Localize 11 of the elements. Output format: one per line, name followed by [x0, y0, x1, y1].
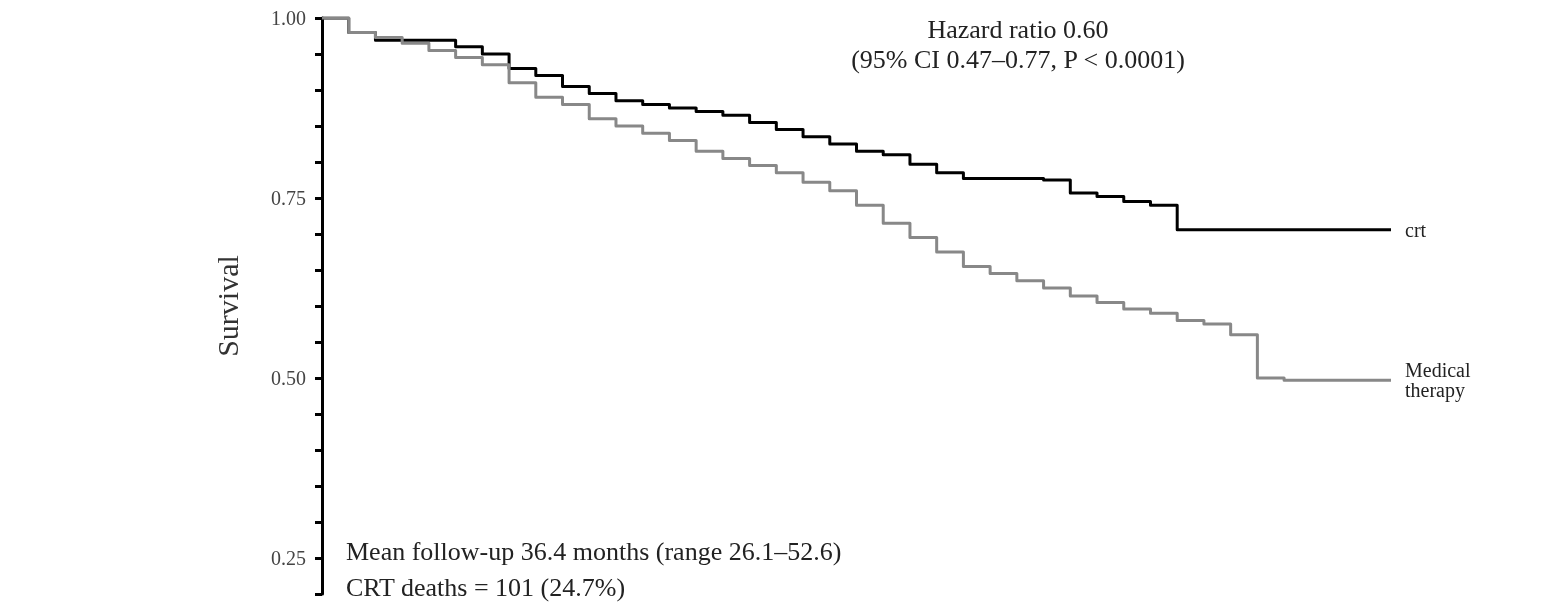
y-axis-title: Survival [210, 255, 244, 357]
y-tick-label: 0.50 [271, 367, 306, 389]
y-tick-label: 0.75 [271, 187, 306, 209]
y-tick-label: 1.00 [271, 7, 306, 29]
annotation: (95% CI 0.47–0.77, P < 0.0001) [851, 44, 1185, 74]
y-tick-label: 0.25 [271, 547, 306, 569]
series-label: Medical therapy [1405, 359, 1476, 403]
annotation: Mean follow-up 36.4 months (range 26.1–52.6) [346, 536, 842, 566]
series-label: crt [1405, 218, 1427, 241]
annotation: CRT deaths = 101 (24.7%) [346, 572, 626, 602]
annotation: Hazard ratio 0.60 [927, 14, 1109, 44]
